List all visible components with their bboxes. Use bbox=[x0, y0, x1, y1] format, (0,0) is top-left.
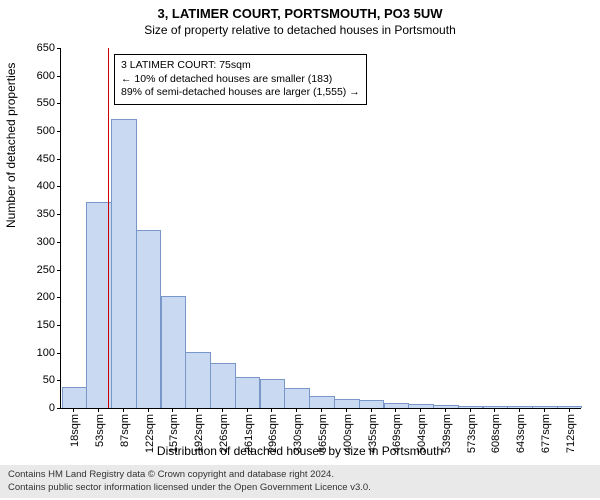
y-tick-label: 500 bbox=[25, 125, 61, 137]
x-tick-mark bbox=[321, 408, 322, 412]
y-tick-label: 350 bbox=[25, 208, 61, 220]
y-tick-mark bbox=[57, 408, 61, 409]
chart-subtitle: Size of property relative to detached ho… bbox=[0, 21, 600, 37]
histogram-bar bbox=[111, 119, 137, 408]
x-tick-label: 18sqm bbox=[69, 414, 81, 447]
x-tick-mark bbox=[247, 408, 248, 412]
y-tick-mark bbox=[57, 131, 61, 132]
chart-area: 0501001502002503003504004505005506006501… bbox=[60, 48, 580, 408]
y-tick-label: 650 bbox=[25, 42, 61, 54]
x-tick-label: 87sqm bbox=[119, 414, 131, 447]
chart-title: 3, LATIMER COURT, PORTSMOUTH, PO3 5UW bbox=[0, 0, 600, 21]
y-tick-mark bbox=[57, 103, 61, 104]
annotation-line-2: ← 10% of detached houses are smaller (18… bbox=[121, 73, 360, 87]
histogram-bar bbox=[161, 296, 187, 408]
y-tick-mark bbox=[57, 297, 61, 298]
y-tick-mark bbox=[57, 48, 61, 49]
histogram-bar bbox=[260, 379, 286, 408]
y-axis-label: Number of detached properties bbox=[4, 63, 18, 228]
y-tick-mark bbox=[57, 270, 61, 271]
y-tick-mark bbox=[57, 353, 61, 354]
y-tick-mark bbox=[57, 214, 61, 215]
annotation-line-3: 89% of semi-detached houses are larger (… bbox=[121, 86, 360, 100]
y-tick-mark bbox=[57, 380, 61, 381]
y-tick-label: 300 bbox=[25, 236, 61, 248]
x-tick-mark bbox=[148, 408, 149, 412]
footer-line-2: Contains public sector information licen… bbox=[8, 482, 592, 494]
y-tick-mark bbox=[57, 76, 61, 77]
x-tick-mark bbox=[371, 408, 372, 412]
x-tick-mark bbox=[222, 408, 223, 412]
y-tick-label: 150 bbox=[25, 319, 61, 331]
y-tick-mark bbox=[57, 159, 61, 160]
x-tick-mark bbox=[470, 408, 471, 412]
annotation-box: 3 LATIMER COURT: 75sqm ← 10% of detached… bbox=[114, 54, 367, 105]
histogram-bar bbox=[62, 387, 88, 408]
x-tick-mark bbox=[569, 408, 570, 412]
y-tick-label: 250 bbox=[25, 264, 61, 276]
x-tick-mark bbox=[544, 408, 545, 412]
x-axis-label: Distribution of detached houses by size … bbox=[0, 444, 600, 458]
y-tick-mark bbox=[57, 186, 61, 187]
histogram-bar bbox=[334, 399, 360, 408]
annotation-line-1: 3 LATIMER COURT: 75sqm bbox=[121, 59, 360, 73]
x-tick-mark bbox=[395, 408, 396, 412]
x-tick-mark bbox=[123, 408, 124, 412]
y-tick-label: 100 bbox=[25, 347, 61, 359]
histogram-bar bbox=[235, 377, 261, 408]
y-tick-label: 550 bbox=[25, 97, 61, 109]
x-tick-mark bbox=[73, 408, 74, 412]
histogram-bar bbox=[309, 396, 335, 408]
x-tick-mark bbox=[346, 408, 347, 412]
footer: Contains HM Land Registry data © Crown c… bbox=[0, 465, 600, 498]
histogram-bar bbox=[136, 230, 162, 408]
reference-line bbox=[108, 48, 109, 408]
y-tick-label: 450 bbox=[25, 153, 61, 165]
y-tick-label: 0 bbox=[25, 402, 61, 414]
x-tick-mark bbox=[98, 408, 99, 412]
histogram-bar bbox=[532, 406, 558, 408]
y-tick-label: 600 bbox=[25, 70, 61, 82]
x-tick-mark bbox=[494, 408, 495, 412]
x-tick-mark bbox=[296, 408, 297, 412]
x-tick-mark bbox=[445, 408, 446, 412]
x-tick-label: 53sqm bbox=[94, 414, 106, 447]
footer-line-1: Contains HM Land Registry data © Crown c… bbox=[8, 469, 592, 481]
y-tick-label: 200 bbox=[25, 291, 61, 303]
x-tick-mark bbox=[172, 408, 173, 412]
y-tick-label: 50 bbox=[25, 374, 61, 386]
histogram-bar bbox=[284, 388, 310, 408]
histogram-bar bbox=[185, 352, 211, 408]
x-tick-mark bbox=[197, 408, 198, 412]
histogram-bar bbox=[359, 400, 385, 408]
histogram-bar bbox=[210, 363, 236, 408]
y-tick-label: 400 bbox=[25, 180, 61, 192]
x-tick-mark bbox=[271, 408, 272, 412]
histogram-bar bbox=[433, 405, 459, 408]
x-tick-mark bbox=[519, 408, 520, 412]
x-tick-mark bbox=[420, 408, 421, 412]
y-tick-mark bbox=[57, 242, 61, 243]
chart-container: 3, LATIMER COURT, PORTSMOUTH, PO3 5UW Si… bbox=[0, 0, 600, 500]
y-tick-mark bbox=[57, 325, 61, 326]
